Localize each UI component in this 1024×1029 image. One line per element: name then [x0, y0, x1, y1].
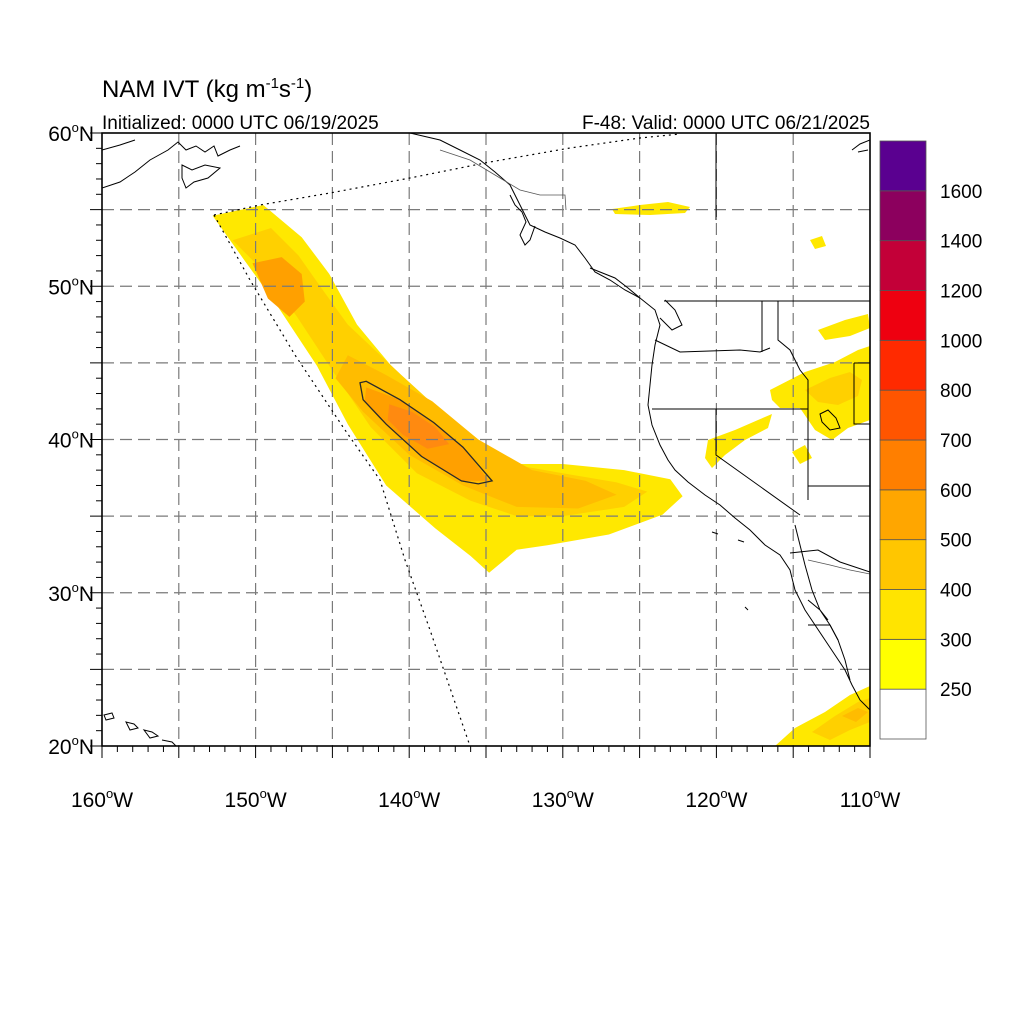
latitude-labels: 60oN 50oN 40oN 30oN 20oN: [48, 120, 94, 759]
lon-label: 160oW: [71, 786, 133, 812]
graticule: [102, 133, 870, 746]
lon-label: 150oW: [225, 786, 287, 812]
colorbar-swatch: [879, 190, 927, 242]
colorbar-label: 400: [940, 581, 972, 602]
ivt-shading: [212, 205, 683, 573]
border-us-mexico: [789, 549, 870, 573]
ivt-patch-montana: [818, 314, 870, 340]
ivt-land-patches: [612, 202, 870, 746]
coast-ne-corner: [851, 139, 870, 153]
lat-label: 60oN: [48, 120, 94, 146]
colorbar-label: 500: [940, 531, 972, 552]
border-idaho: [777, 301, 809, 409]
ivt-north-core: [252, 257, 305, 317]
coast-islands-bc: [509, 194, 683, 331]
colorbar-label: 1600: [940, 182, 982, 203]
lat-label: 40oN: [48, 427, 94, 453]
ivt-patch-mexico-inner: [842, 708, 868, 722]
colorbar-swatch: [879, 489, 927, 541]
lat-label: 50oN: [48, 273, 94, 299]
model-domain-boundary-west: [213, 214, 471, 746]
lon-label: 120oW: [685, 786, 747, 812]
ivt-patch-mexico-core: [812, 698, 870, 740]
border-ca-nv: [715, 409, 801, 516]
coast-alaska: [102, 139, 241, 189]
colorbar: [879, 140, 927, 740]
colorbar-swatch: [879, 240, 927, 291]
colorbar-swatch: [879, 539, 927, 590]
colorbar-swatch: [879, 439, 927, 491]
lat-label: 20oN: [48, 733, 94, 759]
border-wy: [853, 362, 870, 425]
colorbar-labels: 250 300 400 500 600 700 800 1000 1200 1400 1600: [940, 182, 982, 701]
ivt-contour-line: [359, 380, 494, 485]
coastlines: [102, 133, 870, 746]
colorbar-label: 250: [940, 680, 972, 701]
lat-label: 30oN: [48, 580, 94, 606]
ivt-patch-nevada: [705, 414, 772, 468]
political-borders: [652, 133, 870, 641]
colorbar-swatch: [879, 290, 927, 341]
ivt-patch-bc: [612, 202, 690, 215]
coast-hawaii: [103, 712, 177, 746]
rivers: [439, 149, 870, 575]
lon-label: 140oW: [378, 786, 440, 812]
lon-label: 130oW: [532, 786, 594, 812]
colorbar-swatch: [879, 389, 927, 441]
valid-time-label: F-48: Valid: 0000 UTC 06/21/2025: [582, 113, 870, 134]
border-mexico-states: [808, 624, 839, 641]
colorbar-label: 800: [940, 381, 972, 402]
colorbar-swatch: [879, 688, 927, 740]
ivt-level-400: [335, 355, 617, 509]
colorbar-swatch: [879, 339, 927, 391]
colorbar-label: 600: [940, 481, 972, 502]
map-panel: [102, 133, 870, 746]
colorbar-label: 1000: [940, 331, 982, 352]
colorbar-label: 1200: [940, 282, 982, 303]
coast-great-salt-lake: [819, 409, 841, 431]
model-domain-boundary: [213, 133, 681, 216]
lon-label: 110oW: [840, 786, 901, 812]
colorbar-swatch: [879, 140, 927, 192]
longitude-labels: 160oW 150oW 140oW 130oW 120oW 110oW: [71, 786, 901, 812]
init-time-label: Initialized: 0000 UTC 06/19/2025: [102, 113, 379, 134]
colorbar-swatch: [879, 589, 927, 640]
coast-channel-islands: [711, 531, 749, 611]
ivt-patch-sierra: [810, 236, 826, 249]
colorbar-label: 300: [940, 630, 972, 651]
ivt-patch-nevada-small: [792, 445, 812, 464]
river-colorado: [807, 559, 870, 575]
ivt-level-600: [387, 404, 450, 449]
river-yukon: [439, 149, 567, 211]
colorbar-swatch: [879, 638, 927, 690]
colorbar-label: 1400: [940, 232, 982, 253]
axis-ticks: [90, 132, 871, 758]
colorbar-label: 700: [940, 431, 972, 452]
border-wa-or: [654, 339, 771, 353]
coast-gulf-alaska: [409, 133, 870, 711]
ivt-patch-idaho-core: [805, 372, 862, 405]
map-title: NAM IVT (kg m-1s-1): [102, 75, 312, 103]
